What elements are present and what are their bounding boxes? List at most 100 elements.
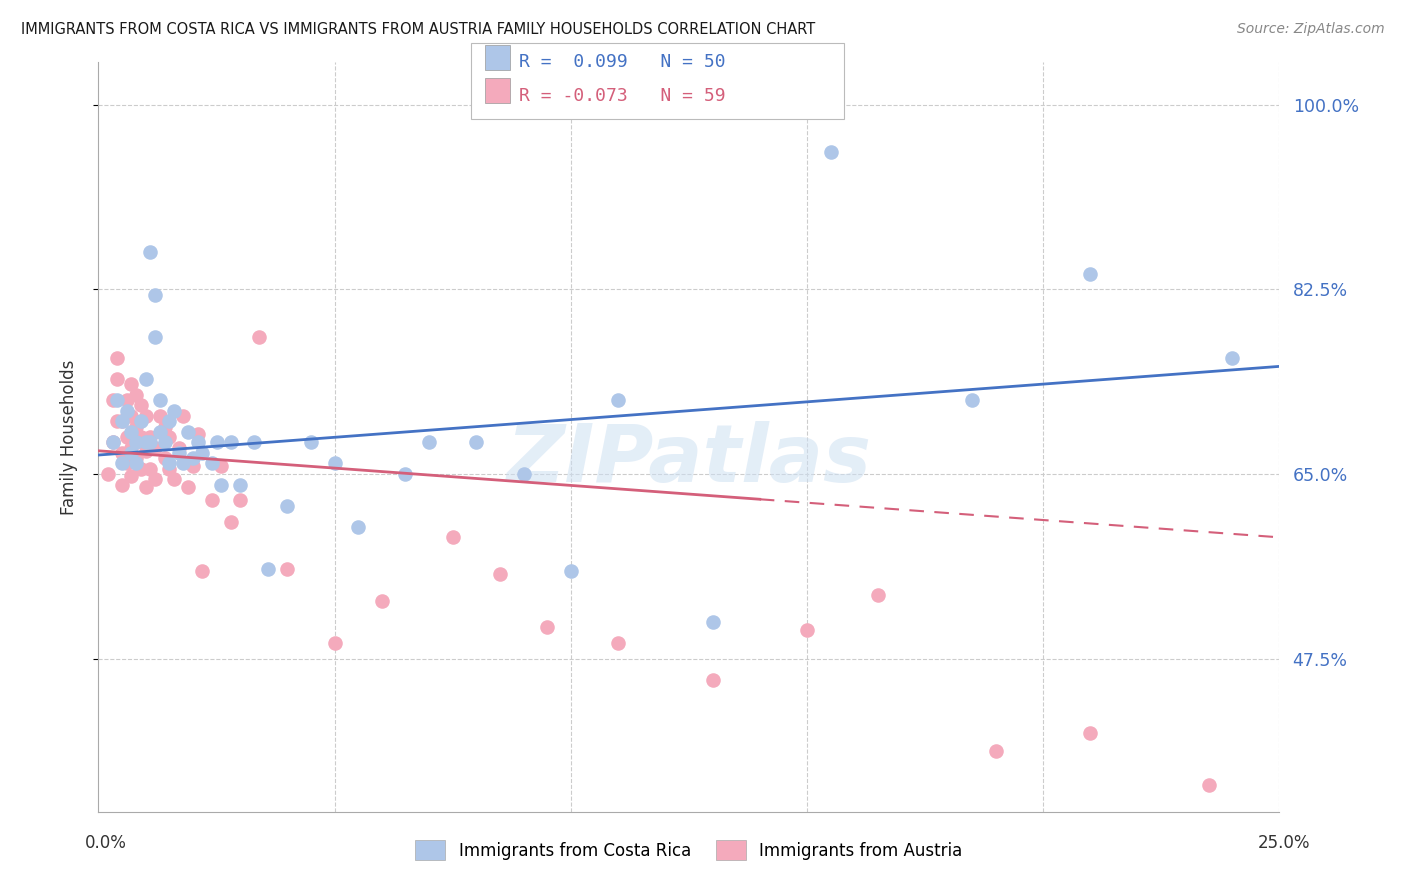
Point <box>702 615 724 629</box>
Point <box>115 457 138 471</box>
Text: 25.0%: 25.0% <box>1257 834 1310 852</box>
Point <box>347 520 370 534</box>
Point <box>129 430 152 444</box>
Point <box>489 567 512 582</box>
Point <box>121 441 143 455</box>
Text: Source: ZipAtlas.com: Source: ZipAtlas.com <box>1237 22 1385 37</box>
Point <box>105 372 128 386</box>
Point <box>219 515 242 529</box>
Point <box>167 446 190 460</box>
Point <box>111 414 134 428</box>
Point <box>191 446 214 460</box>
Point <box>163 472 186 486</box>
Point <box>201 457 224 471</box>
Point <box>135 372 157 386</box>
Point <box>172 409 194 423</box>
Point <box>121 409 143 423</box>
Point <box>1198 778 1220 792</box>
Point <box>157 457 180 471</box>
Point <box>181 451 204 466</box>
Point <box>101 435 124 450</box>
Point <box>205 435 228 450</box>
Point <box>111 446 134 460</box>
Point <box>97 467 120 481</box>
Point <box>139 430 162 444</box>
Point <box>323 457 346 471</box>
Text: R = -0.073   N = 59: R = -0.073 N = 59 <box>519 87 725 105</box>
Point <box>129 461 152 475</box>
Point <box>536 620 558 634</box>
Point <box>111 477 134 491</box>
Text: ZIPatlas: ZIPatlas <box>506 420 872 499</box>
Point <box>276 562 298 576</box>
Point <box>115 403 138 417</box>
Point <box>257 562 280 576</box>
Point <box>129 414 152 428</box>
Point <box>1080 725 1102 739</box>
Point <box>820 145 842 160</box>
Point <box>607 393 630 408</box>
Point <box>121 469 143 483</box>
Point <box>143 330 166 344</box>
Point <box>135 443 157 458</box>
Point <box>187 426 209 441</box>
Point <box>209 458 232 473</box>
Point <box>560 564 582 578</box>
Point <box>962 393 984 408</box>
Point <box>101 393 124 408</box>
Point <box>323 636 346 650</box>
Point <box>181 458 204 473</box>
Point <box>153 419 176 434</box>
Point <box>163 403 186 417</box>
Point <box>149 393 172 408</box>
Point <box>441 530 464 544</box>
Point <box>143 441 166 455</box>
Point <box>984 743 1007 757</box>
Point <box>153 451 176 466</box>
Point <box>121 446 143 460</box>
Point <box>101 435 124 450</box>
Point <box>229 493 252 508</box>
Point <box>177 480 200 494</box>
Point <box>209 477 232 491</box>
Point <box>105 414 128 428</box>
Point <box>105 351 128 365</box>
Point <box>121 377 143 392</box>
Y-axis label: Family Households: Family Households <box>59 359 77 515</box>
Point <box>135 435 157 450</box>
Point <box>139 461 162 475</box>
Point <box>299 435 322 450</box>
Text: 0.0%: 0.0% <box>84 834 127 852</box>
Point <box>219 435 242 450</box>
Point <box>187 435 209 450</box>
Point <box>512 467 534 481</box>
Point <box>866 588 889 602</box>
Point <box>177 425 200 439</box>
Point <box>153 435 176 450</box>
Point <box>796 624 818 638</box>
Point <box>115 393 138 408</box>
Point <box>143 287 166 301</box>
Point <box>157 430 180 444</box>
Point <box>111 457 134 471</box>
Text: R =  0.099   N = 50: R = 0.099 N = 50 <box>519 54 725 71</box>
Point <box>157 461 180 475</box>
Text: IMMIGRANTS FROM COSTA RICA VS IMMIGRANTS FROM AUSTRIA FAMILY HOUSEHOLDS CORRELAT: IMMIGRANTS FROM COSTA RICA VS IMMIGRANTS… <box>21 22 815 37</box>
Point <box>607 636 630 650</box>
Point <box>115 430 138 444</box>
Point <box>125 419 148 434</box>
Point <box>1080 267 1102 281</box>
Point <box>135 409 157 423</box>
Legend: Immigrants from Costa Rica, Immigrants from Austria: Immigrants from Costa Rica, Immigrants f… <box>409 833 969 867</box>
Point <box>143 472 166 486</box>
Point <box>111 414 134 428</box>
Point <box>201 493 224 508</box>
Point <box>125 451 148 466</box>
Point <box>702 673 724 687</box>
Point <box>105 393 128 408</box>
Point <box>121 425 143 439</box>
Point <box>149 409 172 423</box>
Point <box>139 245 162 260</box>
Point <box>247 330 270 344</box>
Point <box>139 435 162 450</box>
